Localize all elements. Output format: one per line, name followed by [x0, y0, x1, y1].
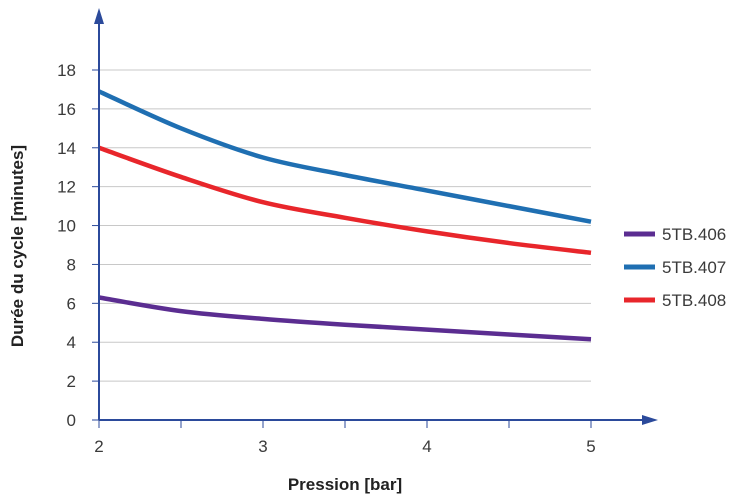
x-axis-title: Pression [bar] [288, 475, 402, 494]
y-axis-title: Durée du cycle [minutes] [8, 145, 27, 347]
y-tick-label-6: 6 [67, 294, 76, 313]
x-axis-arrow [642, 415, 658, 425]
y-tick-label-4: 4 [67, 333, 76, 352]
legend-label-5tb-407: 5TB.407 [662, 258, 726, 277]
series-lines [98, 89, 592, 342]
x-tick-label-3: 3 [258, 437, 267, 456]
y-tick-label-2: 2 [67, 372, 76, 391]
y-tick-label-16: 16 [57, 100, 76, 119]
x-tick-label-4: 4 [422, 437, 431, 456]
x-tick-label-2: 2 [94, 437, 103, 456]
y-axis-arrow [94, 8, 104, 24]
y-tick-label-0: 0 [67, 411, 76, 430]
axes [92, 8, 658, 428]
legend-label-5tb-406: 5TB.406 [662, 225, 726, 244]
y-tick-label-12: 12 [57, 178, 76, 197]
series-line-5tb-408 [98, 145, 592, 256]
x-tick-label-5: 5 [586, 437, 595, 456]
y-tick-label-8: 8 [67, 255, 76, 274]
series-line-5tb-406 [98, 295, 592, 342]
y-tick-label-18: 18 [57, 61, 76, 80]
grid [99, 69, 591, 382]
series-line-5tb-407 [98, 89, 592, 224]
legend: 5TB.406 5TB.407 5TB.408 [624, 225, 726, 310]
y-tick-label-10: 10 [57, 217, 76, 236]
y-tick-label-14: 14 [57, 139, 76, 158]
legend-label-5tb-408: 5TB.408 [662, 291, 726, 310]
